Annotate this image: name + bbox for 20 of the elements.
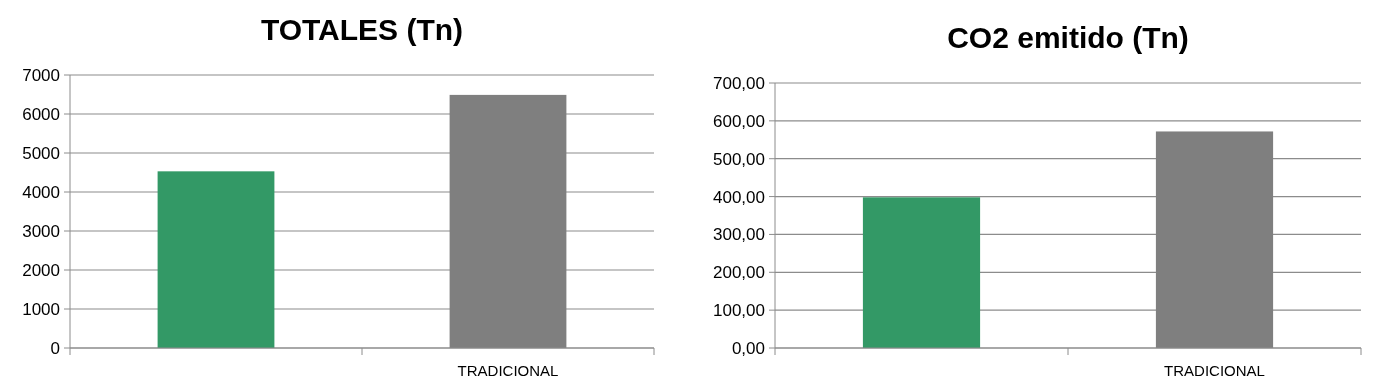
y-tick-label: 700,00 [713, 73, 765, 93]
chart-title: TOTALES (Tn) [260, 13, 464, 46]
x-tick-label: TRADICIONAL [1164, 362, 1265, 379]
y-tick-label: 300,00 [713, 225, 765, 245]
y-tick-label: 100,00 [713, 301, 765, 321]
y-tick-label: 5000 [22, 143, 60, 163]
y-tick-label: 1000 [22, 299, 60, 319]
y-tick-label: 0,00 [731, 338, 765, 358]
y-tick-label: 0 [50, 338, 60, 358]
y-tick-label: 400,00 [713, 187, 765, 207]
y-tick-label: 6000 [22, 104, 60, 124]
y-tick-label: 3000 [22, 221, 60, 241]
y-tick-label: 4000 [22, 182, 60, 202]
y-tick-label: 7000 [22, 65, 60, 85]
chart-title: CO2 emitido (Tn) [947, 21, 1189, 54]
y-tick-label: 200,00 [713, 263, 765, 283]
y-tick-label: 2000 [22, 260, 60, 280]
y-tick-label: 600,00 [713, 111, 765, 131]
x-tick-label: TRADICIONAL [457, 362, 559, 379]
y-tick-label: 500,00 [713, 149, 765, 169]
